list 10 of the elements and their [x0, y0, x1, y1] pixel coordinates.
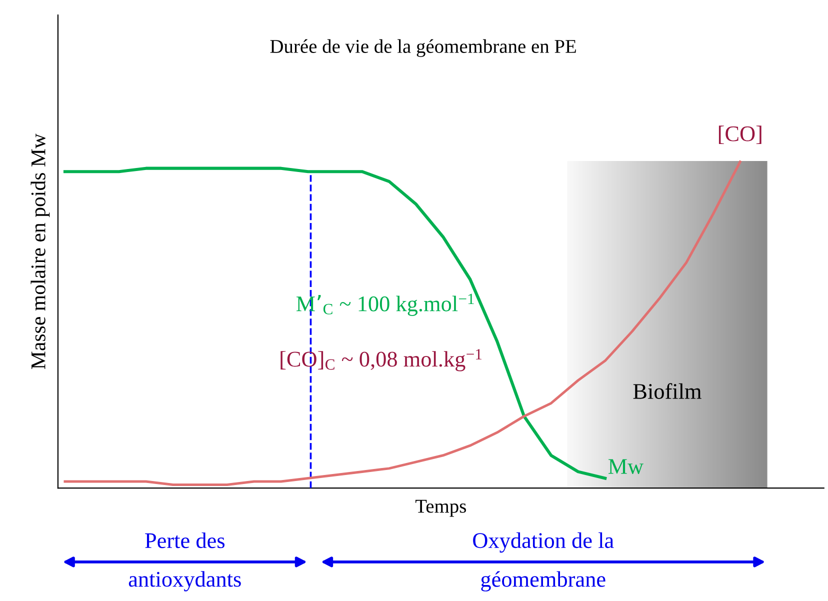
text: Oxydation de la géomembrane	[473, 532, 614, 592]
series-label: Mw	[608, 459, 644, 474]
annotation: M’$_{C}$ ~ 100 kg.mol$^{−1}$	[296, 294, 474, 316]
y-axis-title: Masse molaire en poids Mw	[30, 134, 50, 369]
annotation: Biofilm	[633, 383, 702, 399]
annotation: [CO]$_{C}$ ~ 0,08 mol.kg$^{−1}$	[280, 349, 482, 372]
series-label: [CO]	[718, 126, 762, 144]
text: Perte des antioxydants	[128, 532, 241, 592]
x-axis-title: Temps	[415, 500, 466, 517]
chart-title: Durée de vie de la géomembrane en PE	[270, 39, 576, 57]
